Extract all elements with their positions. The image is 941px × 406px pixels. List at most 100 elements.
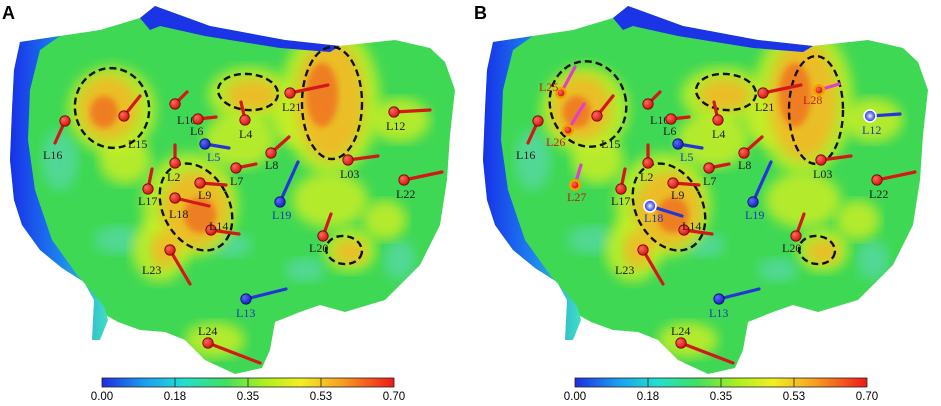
colorbar-tick-label: 0.35	[237, 391, 259, 403]
producer-well-icon	[815, 154, 827, 166]
well-label: L6	[663, 124, 676, 138]
producer-well-icon	[388, 106, 400, 118]
well-label: L16	[43, 148, 62, 162]
remaining-oil-zone-ellipse	[216, 72, 280, 112]
well-label: L23	[615, 263, 634, 277]
aquifer-edge-west	[10, 36, 108, 340]
well-l18: L18	[169, 192, 211, 221]
injector-well-icon	[713, 293, 725, 305]
well-label: L14	[682, 219, 701, 233]
well-label: L10	[650, 113, 669, 127]
well-label: L20	[309, 241, 328, 255]
producer-well-icon	[342, 154, 354, 166]
well-label: L17	[138, 194, 157, 208]
well-trajectory	[206, 341, 262, 365]
well-l22: L22	[396, 170, 444, 201]
producer-well-icon	[194, 177, 206, 189]
colorbar-tick-label: 0.53	[783, 391, 805, 403]
well-l14: L14	[678, 219, 714, 236]
producer-well-icon	[665, 113, 677, 125]
remaining-oil-zone-ellipse	[548, 60, 628, 148]
converted-injector-well-icon	[863, 109, 877, 123]
new-producer-well-icon	[571, 181, 579, 189]
well-label: L2	[167, 170, 180, 184]
well-l17: L17	[611, 167, 630, 208]
well-l27: L27	[567, 163, 586, 204]
well-label: L27	[567, 190, 586, 204]
colorbar-tick-label: 0.70	[383, 391, 405, 403]
aquifer-edge-north	[140, 6, 340, 52]
well-trajectory	[288, 83, 330, 95]
well-label: L12	[386, 119, 405, 133]
well-label: L7	[703, 174, 716, 188]
well-label: L03	[340, 167, 359, 181]
new-producer-well-icon	[557, 89, 565, 97]
well-trajectory	[173, 196, 211, 208]
producer-well-icon	[738, 147, 750, 159]
remaining-oil-zone-ellipse	[73, 66, 151, 150]
well-label: L18	[169, 207, 188, 221]
producer-well-icon	[192, 113, 204, 125]
well-l7: L7	[230, 162, 258, 188]
producer-well-icon	[230, 162, 242, 174]
well-l19: L19	[272, 160, 300, 222]
well-trajectory	[761, 83, 803, 95]
producer-well-icon	[284, 87, 296, 99]
well-l24: L24	[671, 324, 735, 365]
well-trajectory	[392, 108, 432, 114]
producer-well-icon	[667, 177, 679, 189]
well-trajectory	[168, 248, 192, 286]
well-l8: L8	[738, 135, 764, 172]
well-label: L03	[813, 167, 832, 181]
well-label: L22	[396, 187, 415, 201]
well-l8: L8	[265, 135, 291, 172]
well-label: L17	[611, 194, 630, 208]
well-l03: L03	[813, 154, 853, 181]
well-l24: L24	[198, 324, 262, 365]
producer-well-icon	[790, 230, 802, 242]
well-label: L9	[671, 188, 684, 202]
well-l6: L6	[190, 113, 218, 138]
producer-well-icon	[205, 224, 217, 236]
well-label: L13	[709, 306, 728, 320]
well-trajectory	[679, 341, 735, 365]
well-label: L24	[198, 324, 217, 338]
well-l19: L19	[745, 160, 773, 222]
producer-well-icon	[642, 98, 654, 110]
remaining-oil-zone-ellipse	[300, 45, 364, 161]
well-l22: L22	[869, 170, 917, 201]
well-l18: L18	[643, 199, 684, 225]
colorbar: 0.00 0.18 0.35 0.53 0.70	[91, 377, 405, 403]
converted-injector-well-icon	[643, 199, 657, 213]
well-label: L4	[712, 127, 725, 141]
well-l9: L9	[667, 177, 701, 202]
well-label: L21	[755, 100, 774, 114]
well-trajectory	[751, 160, 773, 204]
well-l2: L2	[167, 143, 181, 184]
well-l7: L7	[703, 162, 731, 188]
producer-well-icon	[398, 174, 410, 186]
well-label: L13	[236, 306, 255, 320]
producer-well-icon	[703, 162, 715, 174]
well-l25: L25	[539, 65, 577, 99]
well-trajectory	[244, 287, 288, 301]
well-label: L15	[128, 137, 147, 151]
panel-label-b: B	[474, 3, 487, 23]
well-l16: L16	[43, 115, 71, 162]
new-producer-well-icon	[564, 126, 572, 134]
well-label: L21	[282, 100, 301, 114]
colorbar: 0.00 0.18 0.35 0.53 0.70	[564, 377, 878, 403]
panel-label-a: A	[2, 3, 15, 23]
injector-well-icon	[240, 293, 252, 305]
well-l15: L15	[118, 94, 147, 151]
well-l20: L20	[782, 212, 806, 255]
injector-well-icon	[274, 196, 286, 208]
producer-well-icon	[675, 337, 687, 349]
remaining-oil-zone-ellipse	[797, 234, 837, 266]
producer-well-icon	[59, 115, 71, 127]
producer-well-icon	[712, 114, 724, 126]
well-label: L20	[782, 241, 801, 255]
producer-well-icon	[164, 244, 176, 256]
